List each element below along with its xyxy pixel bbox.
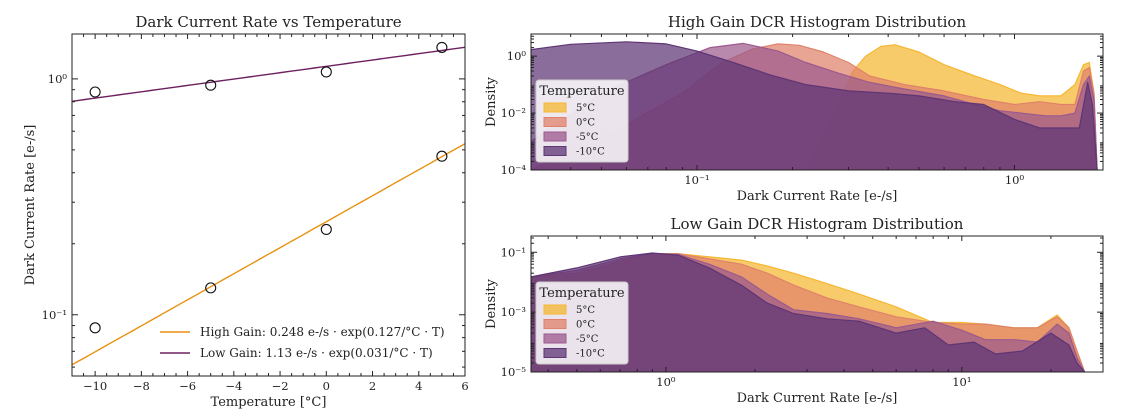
p1-plot	[72, 41, 465, 366]
p2-legend-label-0: 5°C	[576, 103, 595, 114]
p2-legend-swatch-2	[543, 131, 567, 142]
p2-legend-swatch-0	[543, 102, 567, 113]
p2-frame	[530, 33, 1104, 171]
p1-legend-label-0: High Gain: 0.248 e-/s · exp(0.127/°C · T…	[200, 325, 445, 339]
p3-legend-label-2: -5°C	[576, 334, 599, 345]
p1-xlabel: Temperature [°C]	[211, 395, 327, 410]
p3-legend-label-3: -10°C	[576, 349, 605, 360]
p1-fit-line-0	[72, 143, 465, 366]
p1-xtick-label: −10	[83, 379, 107, 393]
p1-ylabel: Dark Current Rate [e-/s]	[23, 125, 38, 286]
p2-ylabel: Density	[484, 76, 499, 127]
p2-legend-label-1: 0°C	[576, 118, 595, 129]
p3-ylabel: Density	[484, 278, 499, 329]
p2-legend: Temperature 5°C 0°C -5°C -10°C	[535, 79, 629, 163]
p1-point-1-1	[205, 79, 217, 91]
p3-ytick-label: 10⁻³	[501, 305, 527, 319]
p2-legend-swatch-1	[543, 117, 567, 127]
p1-point-1-3	[436, 41, 448, 53]
p3-ytick-label: 10⁻¹	[501, 245, 526, 259]
p1-title: Dark Current Rate vs Temperature	[135, 13, 401, 31]
p1-fit-line-1	[72, 46, 465, 102]
p3-legend-swatch-1	[543, 319, 567, 329]
p3-legend-swatch-0	[543, 304, 567, 315]
p1-xtick-label: −8	[133, 379, 150, 393]
p3-legend-label-0: 5°C	[576, 305, 595, 316]
p3-ytick-label: 10⁻⁵	[501, 365, 527, 379]
p3-legend-swatch-2	[543, 333, 567, 344]
p1-ytick-label: 10⁻¹	[42, 308, 67, 322]
p1-xtick-label: −4	[225, 379, 242, 393]
p2-axes: High Gain DCR Histogram Distribution Dark…	[484, 13, 1104, 204]
p1-axes: Dark Current Rate vs Temperature Temperat…	[23, 13, 469, 410]
p3-legend-title: Temperature	[539, 286, 624, 301]
p3-frame	[530, 235, 1104, 373]
p2-xtick-label: 10⁻¹	[684, 173, 709, 187]
p1-xtick-label: 0	[323, 379, 330, 393]
p1-xtick-label: −6	[179, 379, 196, 393]
p1-point-1-0	[89, 86, 101, 98]
p2-ytick-label: 10⁻⁴	[501, 163, 527, 177]
p2-xlabel: Dark Current Rate [e-/s]	[737, 189, 898, 204]
p3-legend: Temperature 5°C 0°C -5°C -10°C	[535, 281, 629, 365]
p1-xtick-label: −2	[272, 379, 289, 393]
p1-legend-label-1: Low Gain: 1.13 e-/s · exp(0.031/°C · T)	[200, 346, 433, 360]
p3-legend-label-1: 0°C	[576, 320, 595, 331]
p3-title: Low Gain DCR Histogram Distribution	[671, 215, 964, 233]
p1-point-0-2	[320, 223, 332, 235]
p1-xtick-label: 2	[369, 379, 376, 393]
p2-legend-label-3: -10°C	[576, 147, 605, 158]
p1-point-1-2	[320, 66, 332, 78]
p1-ytick-label: 10⁰	[48, 72, 68, 86]
p1-point-0-1	[205, 282, 217, 294]
p1-xtick-label: 4	[415, 379, 422, 393]
p2-plot	[531, 41, 1098, 170]
p2-ytick-label: 10⁻²	[501, 106, 526, 120]
p3-plot	[531, 252, 1086, 372]
p1-point-0-3	[436, 150, 448, 162]
p2-area-3	[531, 41, 1098, 170]
p1-legend: High Gain: 0.248 e-/s · exp(0.127/°C · T…	[160, 325, 445, 360]
p1-xtick-label: 6	[461, 379, 468, 393]
p1-point-0-0	[89, 322, 101, 334]
p3-legend-swatch-3	[543, 348, 567, 358]
p3-area-3	[531, 252, 1086, 372]
p2-xtick-label: 10⁰	[1005, 173, 1025, 187]
p2-legend-title: Temperature	[539, 84, 624, 99]
p3-xtick-label: 10¹	[952, 375, 971, 389]
p2-legend-swatch-3	[543, 146, 567, 156]
p2-title: High Gain DCR Histogram Distribution	[668, 13, 967, 31]
p2-legend-label-2: -5°C	[576, 132, 599, 143]
p3-xlabel: Dark Current Rate [e-/s]	[737, 391, 898, 406]
p3-axes: Low Gain DCR Histogram Distribution Dark …	[484, 215, 1104, 406]
p2-ytick-label: 10⁰	[507, 49, 527, 63]
p3-xtick-label: 10⁰	[656, 375, 676, 389]
